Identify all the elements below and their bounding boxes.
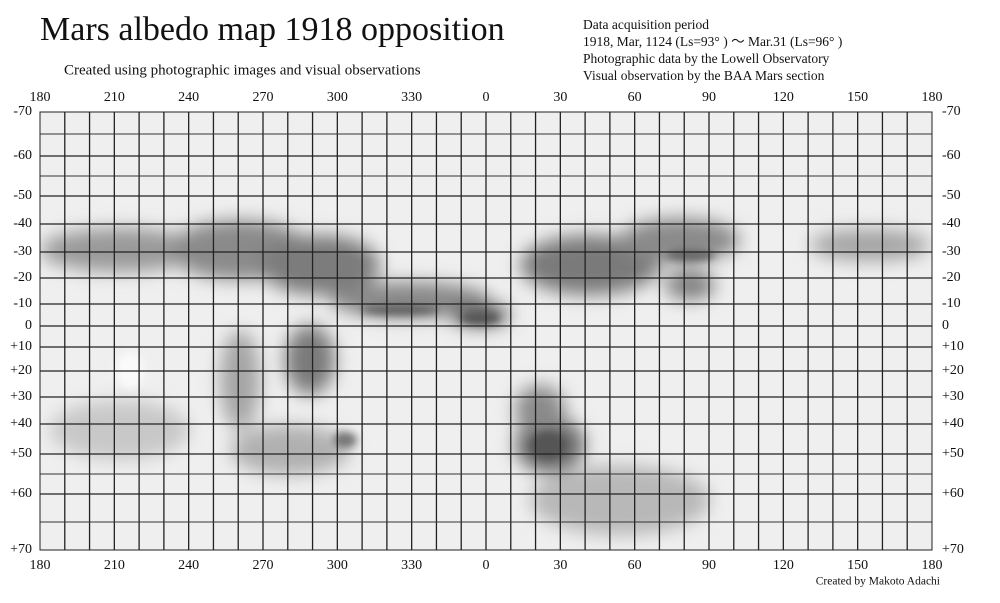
info-line: Data acquisition period — [583, 17, 709, 32]
latitude-label: 0 — [25, 318, 32, 333]
longitude-label: 150 — [847, 90, 868, 105]
longitude-label: 0 — [483, 558, 490, 573]
credit: Created by Makoto Adachi — [816, 576, 940, 588]
info-line: 1918, Mar, 1124 (Ls=93° ) ～ Mar.31 (Ls=9… — [583, 34, 842, 49]
longitude-label: 180 — [30, 90, 51, 105]
latitude-label: -30 — [13, 244, 32, 259]
latitude-label: +30 — [942, 389, 964, 404]
latitude-label: -40 — [13, 216, 32, 231]
longitude-label: 300 — [327, 90, 348, 105]
latitude-label: +40 — [10, 416, 32, 431]
longitude-label: 210 — [104, 90, 125, 105]
albedo-map — [40, 112, 932, 550]
longitude-label: 330 — [401, 90, 422, 105]
longitude-label: 60 — [628, 90, 642, 105]
latitude-label: 0 — [942, 318, 949, 333]
longitude-label: 120 — [773, 558, 794, 573]
coordinate-labels: -70 -70 -60 -60 -50 -50 -40 -40 -30 -30 -20 -20 -10 -… — [10, 90, 964, 573]
latitude-label: -40 — [942, 216, 961, 231]
longitude-label: 240 — [178, 558, 199, 573]
latitude-label: +30 — [10, 389, 32, 404]
longitude-label: 90 — [702, 90, 716, 105]
latitude-label: +70 — [10, 542, 32, 557]
longitude-label: 270 — [253, 90, 274, 105]
latitude-label: +10 — [942, 339, 964, 354]
longitude-label: 30 — [553, 558, 567, 573]
latitude-label: -10 — [13, 296, 32, 311]
latitude-label: +40 — [942, 416, 964, 431]
longitude-label: 90 — [702, 558, 716, 573]
info-line: Photographic data by the Lowell Observat… — [583, 51, 830, 66]
subtitle: Created using photographic images and vi… — [64, 62, 421, 78]
map-frame — [39, 111, 933, 551]
latitude-label: +70 — [942, 542, 964, 557]
longitude-label: 120 — [773, 90, 794, 105]
info-line: Visual observation by the BAA Mars secti… — [583, 68, 825, 83]
latitude-label: +60 — [942, 486, 964, 501]
latitude-label: +60 — [10, 486, 32, 501]
longitude-label: 30 — [553, 90, 567, 105]
longitude-label: 330 — [401, 558, 422, 573]
longitude-label: 300 — [327, 558, 348, 573]
longitude-label: 240 — [178, 90, 199, 105]
graticule — [40, 112, 932, 550]
longitude-label: 60 — [628, 558, 642, 573]
latitude-label: +50 — [942, 446, 964, 461]
longitude-label: 210 — [104, 558, 125, 573]
latitude-label: -30 — [942, 244, 961, 259]
latitude-label: -50 — [13, 188, 32, 203]
latitude-label: -20 — [13, 270, 32, 285]
longitude-label: 180 — [922, 558, 943, 573]
longitude-label: 180 — [30, 558, 51, 573]
title: Mars albedo map 1918 opposition — [40, 11, 505, 48]
latitude-label: -50 — [942, 188, 961, 203]
latitude-label: -70 — [13, 104, 32, 119]
longitude-label: 270 — [253, 558, 274, 573]
latitude-label: +50 — [10, 446, 32, 461]
latitude-label: +10 — [10, 339, 32, 354]
longitude-label: 150 — [847, 558, 868, 573]
latitude-label: -60 — [942, 148, 961, 163]
latitude-label: -60 — [13, 148, 32, 163]
longitude-label: 0 — [483, 90, 490, 105]
latitude-label: +20 — [10, 363, 32, 378]
latitude-label: -20 — [942, 270, 961, 285]
latitude-label: -10 — [942, 296, 961, 311]
latitude-label: -70 — [942, 104, 961, 119]
latitude-label: +20 — [942, 363, 964, 378]
longitude-label: 180 — [922, 90, 943, 105]
